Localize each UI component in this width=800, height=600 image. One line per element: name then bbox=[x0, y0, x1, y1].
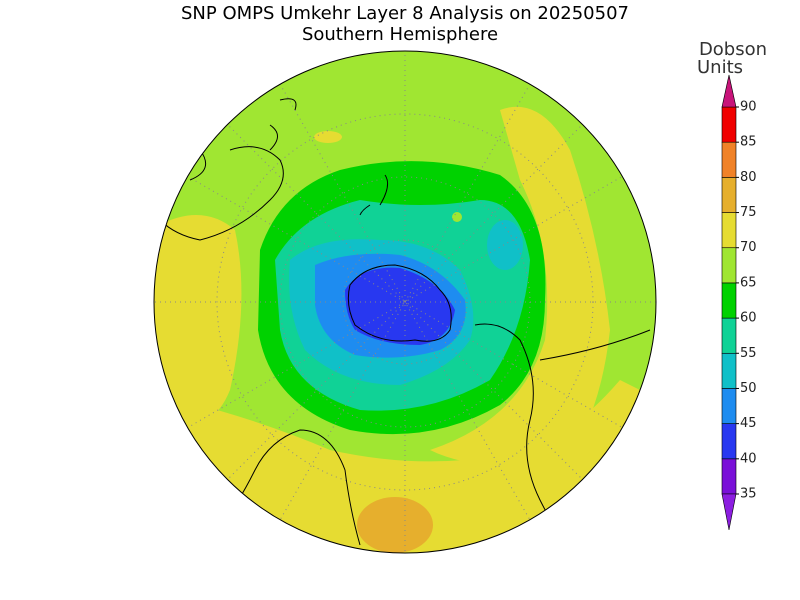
colorbar-tick-label: 35 bbox=[740, 487, 757, 502]
map-border bbox=[153, 50, 657, 554]
colorbar-segment bbox=[721, 141, 737, 178]
colorbar-title: Dobson bbox=[699, 39, 767, 60]
colorbar-tick-label: 65 bbox=[740, 275, 757, 290]
colorbar-tick-label: 80 bbox=[740, 170, 757, 185]
field-65-70 bbox=[452, 212, 462, 222]
colorbar-segment bbox=[721, 212, 737, 249]
colorbar-tick-label: 50 bbox=[740, 381, 757, 396]
field-75-80 bbox=[357, 497, 433, 553]
colorbar-over bbox=[721, 74, 737, 108]
colorbar-segment bbox=[721, 352, 737, 389]
colorbar-segment bbox=[721, 423, 737, 460]
colorbar-segment bbox=[721, 317, 737, 354]
colorbar-tick-label: 70 bbox=[740, 240, 757, 255]
graticule bbox=[154, 51, 656, 553]
field-50-55 bbox=[487, 220, 523, 270]
colorbar-tick-label: 55 bbox=[740, 346, 757, 361]
colorbar-tick-label: 75 bbox=[740, 205, 757, 220]
colorbar-title: Units bbox=[697, 57, 743, 78]
colorbar-under bbox=[721, 493, 737, 531]
colorbar-segment bbox=[721, 282, 737, 319]
colorbar-segment bbox=[721, 106, 737, 143]
map-title: SNP OMPS Umkehr Layer 8 Analysis on 2025… bbox=[181, 3, 629, 24]
colorbar-segment bbox=[721, 388, 737, 424]
colorbar-segment bbox=[721, 247, 737, 284]
colorbar: 35 40 45 50 55 60 65 70 75 80 85 90 bbox=[721, 74, 757, 531]
colorbar-tick-label: 90 bbox=[740, 100, 757, 115]
colorbar-tick-label: 60 bbox=[740, 311, 757, 326]
colorbar-segment bbox=[721, 177, 737, 213]
colorbar-tick-label: 85 bbox=[740, 135, 757, 150]
field-40-45 bbox=[345, 267, 455, 345]
map-subtitle: Southern Hemisphere bbox=[302, 24, 498, 45]
ozone-map bbox=[154, 51, 656, 553]
colorbar-tick-label: 45 bbox=[740, 416, 757, 431]
field-70-75 bbox=[430, 106, 610, 471]
colorbar-segment bbox=[721, 458, 737, 495]
field-70-75 bbox=[154, 215, 242, 432]
field-70-75 bbox=[314, 131, 342, 143]
colorbar-tick-label: 40 bbox=[740, 451, 757, 466]
